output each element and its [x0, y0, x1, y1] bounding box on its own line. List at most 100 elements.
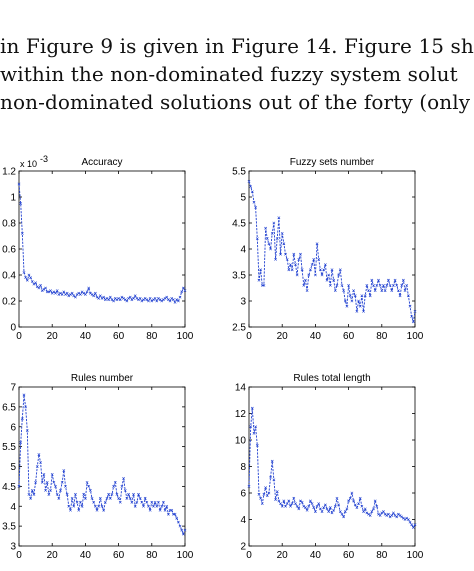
data-point: [315, 504, 319, 508]
data-point: [55, 289, 59, 293]
data-point: [87, 484, 91, 488]
data-point: [176, 520, 180, 524]
data-point: [347, 499, 351, 503]
y-tick-label: 0.4: [2, 271, 16, 282]
x-tick-label: 0: [246, 331, 252, 342]
data-point: [347, 283, 351, 287]
data-point: [320, 273, 324, 277]
data-point: [50, 473, 54, 476]
y-tick-label: 3.5: [232, 271, 246, 282]
x-tick-label: 40: [80, 550, 92, 561]
subplot-rules-number: 0 20 40 60 80 100 3 3.5 4 4.5 5 5.5 6 6.5 7 Rules numbe…: [2, 373, 194, 561]
data-point: [69, 508, 72, 512]
data-point: [275, 237, 279, 241]
data-point: [285, 502, 289, 506]
data-point: [310, 502, 314, 506]
data-point: [262, 283, 266, 287]
data-point: [25, 278, 29, 282]
data-point: [322, 506, 326, 509]
data-point: [80, 504, 84, 508]
x-tick-label: 60: [343, 331, 355, 342]
data-point: [163, 508, 167, 512]
data-point: [254, 425, 258, 429]
data-point: [269, 475, 272, 479]
data-point: [74, 295, 77, 299]
data-point: [375, 283, 379, 287]
data-point: [142, 504, 145, 508]
data-point: [47, 492, 51, 496]
data-point: [274, 257, 277, 261]
data-point: [267, 491, 271, 495]
data-point: [117, 496, 121, 500]
data-point: [353, 294, 357, 298]
data-point: [148, 508, 152, 512]
data-point: [249, 185, 253, 189]
data-point: [368, 514, 372, 517]
data-point: [370, 278, 374, 282]
data-point: [183, 528, 187, 532]
data-point: [143, 496, 147, 500]
data-point: [100, 504, 104, 508]
data-point: [85, 290, 89, 294]
data-point: [355, 506, 359, 509]
data-point: [277, 216, 281, 220]
data-point: [178, 524, 182, 528]
data-point: [65, 492, 69, 496]
data-point: [332, 508, 336, 512]
data-point: [290, 268, 294, 272]
data-point: [178, 295, 182, 299]
data-point: [358, 496, 362, 500]
data-point: [330, 268, 334, 272]
data-point: [250, 406, 254, 410]
data-point: [287, 499, 291, 503]
y-tick-label: 6.5: [2, 402, 16, 413]
data-point: [181, 532, 185, 536]
data-point: [332, 278, 336, 282]
data-point: [128, 496, 132, 500]
data-point: [325, 507, 329, 511]
data-point: [340, 283, 344, 287]
data-point: [155, 299, 159, 303]
data-point: [120, 484, 124, 488]
data-point: [337, 503, 341, 507]
plot-frame: [18, 386, 186, 547]
data-point: [387, 278, 390, 282]
data-point: [315, 242, 319, 246]
data-point: [406, 518, 410, 521]
data-point: [363, 294, 367, 298]
y-tick-label: 4: [240, 245, 246, 256]
data-point: [255, 237, 259, 241]
data-point: [180, 290, 184, 294]
data-point: [352, 289, 355, 293]
data-point: [24, 276, 28, 280]
y-tick-label: 2.5: [232, 323, 246, 334]
data-point: [350, 491, 354, 495]
data-point: [54, 291, 57, 295]
y-tick-label: 4.5: [2, 482, 16, 493]
data-point: [411, 526, 415, 529]
data-point: [247, 179, 251, 183]
paragraph-line-3: non-dominated solutions out of the forty…: [0, 90, 471, 114]
data-point: [365, 283, 369, 287]
data-point: [34, 281, 38, 285]
data-point: [272, 221, 276, 225]
data-point: [67, 504, 71, 508]
data-point: [158, 508, 162, 512]
data-point: [382, 283, 385, 287]
data-point: [380, 289, 384, 293]
data-point: [34, 480, 38, 484]
data-point: [39, 283, 42, 287]
data-point: [360, 504, 364, 508]
data-point: [168, 299, 172, 303]
data-point: [280, 231, 284, 235]
data-point: [264, 226, 268, 230]
y-tick-label: 4.5: [232, 219, 246, 230]
data-point: [373, 289, 377, 293]
y-tick-label: 1.2: [2, 167, 16, 178]
data-point: [411, 320, 415, 324]
data-point: [24, 405, 28, 409]
data-point: [327, 273, 331, 277]
data-point: [297, 257, 301, 261]
data-point: [150, 500, 154, 504]
